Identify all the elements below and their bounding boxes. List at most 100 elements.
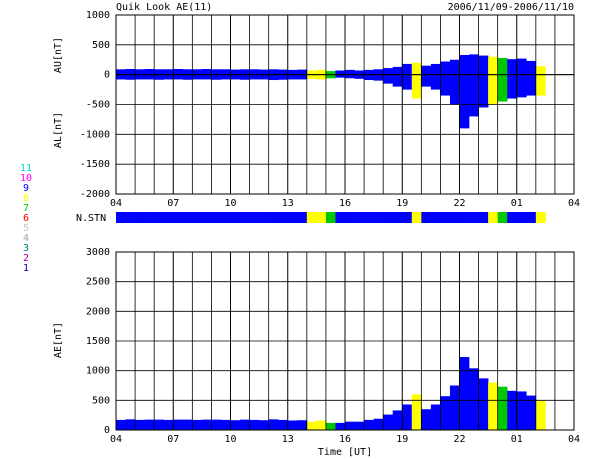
area-bar xyxy=(240,419,250,430)
band-bar xyxy=(507,74,518,99)
station-count xyxy=(163,212,174,223)
station-count xyxy=(335,212,346,223)
band-bar xyxy=(268,69,279,75)
strip-label: N.STN xyxy=(76,213,106,224)
band-bar xyxy=(306,74,317,79)
band-bar xyxy=(135,69,145,75)
band-bar xyxy=(402,63,413,75)
legend-label: 3 xyxy=(23,243,29,254)
station-count xyxy=(516,212,527,223)
band-bar xyxy=(411,62,422,75)
y-axis-label: AE[nT] xyxy=(53,322,64,358)
station-count xyxy=(306,212,317,223)
y-tick-label: 1000 xyxy=(86,10,110,21)
area-bar xyxy=(507,390,518,430)
legend-label: 5 xyxy=(23,223,29,234)
legend-label: 8 xyxy=(23,193,29,204)
band-bar xyxy=(345,74,355,79)
band-bar xyxy=(201,68,212,75)
band-bar xyxy=(278,74,289,80)
band-bar xyxy=(297,74,308,80)
band-bar xyxy=(116,69,126,75)
area-bar xyxy=(192,419,203,430)
y-tick-label: 2000 xyxy=(86,306,110,317)
area-bar xyxy=(306,421,317,430)
station-count xyxy=(268,212,279,223)
legend-label: 7 xyxy=(23,203,29,214)
x-tick-label: 04 xyxy=(110,198,122,209)
band-bar xyxy=(507,59,518,75)
legend-label: 1 xyxy=(23,263,29,274)
y-tick-label: 2500 xyxy=(86,277,110,288)
band-bar xyxy=(430,74,441,90)
band-bar xyxy=(325,71,336,75)
band-bar xyxy=(488,74,498,105)
band-bar xyxy=(230,74,241,80)
band-bar xyxy=(259,74,269,80)
area-bar xyxy=(325,422,336,430)
station-count xyxy=(316,212,327,223)
band-bar xyxy=(354,70,365,75)
band-bar xyxy=(345,69,355,75)
area-bar xyxy=(230,420,241,430)
band-bar xyxy=(154,74,165,80)
station-count xyxy=(116,212,126,223)
area-bar xyxy=(459,357,470,430)
station-count xyxy=(488,212,498,223)
station-count xyxy=(354,212,365,223)
y-tick-label: -1500 xyxy=(80,159,110,170)
area-bar xyxy=(354,421,365,430)
band-bar xyxy=(421,65,432,75)
band-bar xyxy=(440,74,451,96)
station-count xyxy=(507,212,518,223)
y-axis-label: AL[nT] xyxy=(53,112,64,148)
band-bar xyxy=(135,74,145,80)
band-bar xyxy=(240,69,250,75)
station-count xyxy=(259,212,269,223)
band-bar xyxy=(211,74,222,80)
area-bar xyxy=(440,396,451,430)
band-bar xyxy=(192,69,203,75)
area-bar xyxy=(259,420,269,430)
band-bar xyxy=(268,74,279,81)
band-bar xyxy=(125,74,136,80)
area-bar xyxy=(383,414,394,430)
x-tick-label: 10 xyxy=(224,434,236,445)
band-bar xyxy=(478,74,489,108)
area-bar xyxy=(373,418,384,430)
plot-frame xyxy=(115,251,575,431)
station-count xyxy=(373,212,384,223)
y-tick-label: 1500 xyxy=(86,336,110,347)
band-bar xyxy=(488,56,498,75)
area-bar xyxy=(516,391,527,430)
band-bar xyxy=(459,74,470,129)
band-bar xyxy=(306,70,317,75)
station-count xyxy=(364,212,374,223)
station-count xyxy=(278,212,289,223)
date-range: 2006/11/09-2006/11/10 xyxy=(448,2,574,13)
band-bar xyxy=(249,74,260,80)
area-bar xyxy=(249,419,260,430)
area-bar xyxy=(287,420,298,430)
band-bar xyxy=(392,74,403,87)
band-bar xyxy=(526,74,537,96)
station-count xyxy=(182,212,193,223)
y-tick-label: -2000 xyxy=(80,189,110,200)
band-bar xyxy=(173,68,184,75)
station-count xyxy=(478,212,489,223)
station-count xyxy=(459,212,470,223)
x-tick-label: 16 xyxy=(339,434,351,445)
band-bar xyxy=(497,57,508,75)
area-bar xyxy=(316,420,327,430)
band-bar xyxy=(297,69,308,75)
station-count xyxy=(297,212,308,223)
band-bar xyxy=(383,74,394,84)
band-bar xyxy=(240,74,250,80)
area-bar xyxy=(345,421,355,430)
area-bar xyxy=(116,419,126,430)
band-bar xyxy=(373,74,384,81)
chart-title: Quik Look AE(11) xyxy=(116,2,212,13)
area-bar xyxy=(297,420,308,430)
station-count xyxy=(287,212,298,223)
